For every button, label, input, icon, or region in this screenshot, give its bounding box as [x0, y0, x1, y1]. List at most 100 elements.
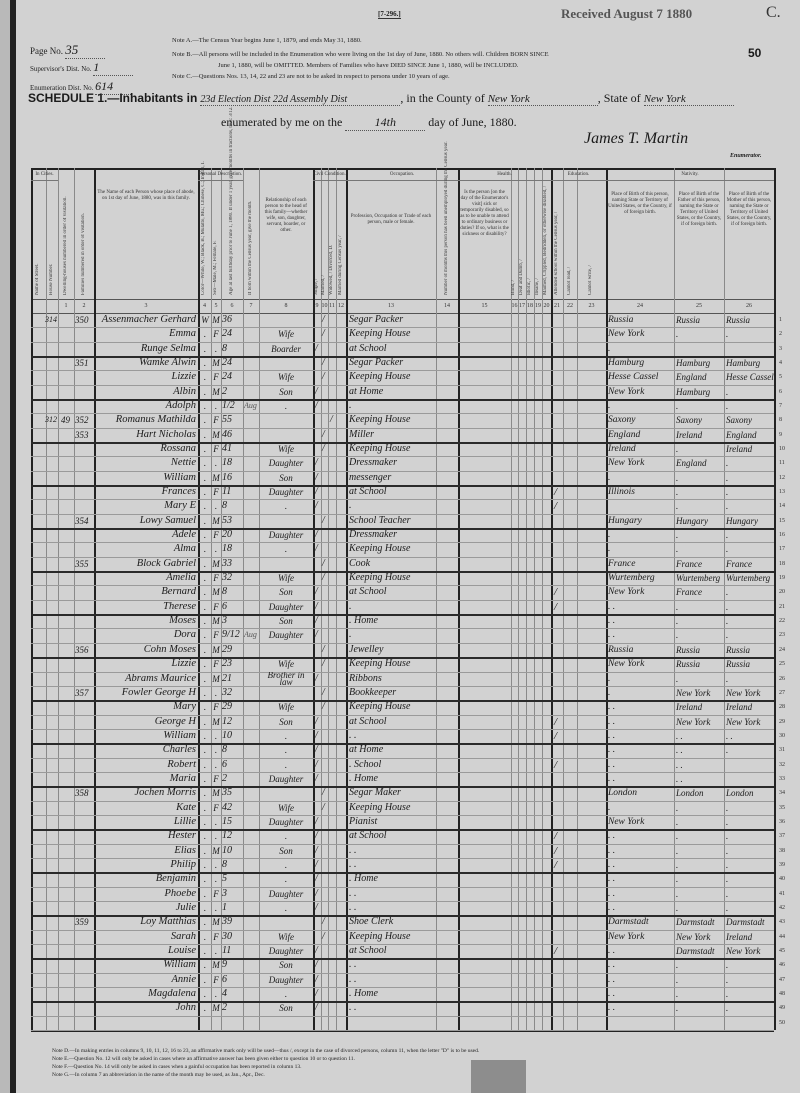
person-name: Nettie	[170, 457, 196, 469]
sex-value: M	[212, 315, 220, 325]
attended-school-mark: /	[554, 758, 558, 771]
color-value: .	[203, 687, 207, 698]
person-name: John	[175, 1002, 196, 1014]
person-name: Loy Matthias	[140, 916, 196, 928]
column-header-c6: Age at last birthday prior to June 1, 18…	[228, 106, 234, 295]
row-number: 11	[779, 460, 785, 467]
civil-condition-mark-single: /	[315, 844, 318, 856]
row-number: 4	[779, 360, 782, 367]
row-rule	[31, 456, 774, 458]
page-label: Page No.	[30, 46, 63, 56]
relationship-value: Daughter	[268, 888, 304, 899]
table-bottom-border	[31, 1030, 774, 1032]
sex-value: .	[214, 816, 218, 827]
birthplace-value: France	[608, 558, 636, 569]
civil-condition-mark-single: /	[315, 543, 318, 555]
father-birthplace-value: .	[676, 859, 679, 870]
mother-birthplace-value: Saxony	[726, 415, 752, 426]
color-value: .	[203, 831, 207, 842]
relationship-value: Daughter	[268, 601, 304, 612]
row-rule	[31, 714, 774, 716]
father-birthplace-value: .	[676, 487, 679, 498]
age-value: 8	[222, 858, 227, 870]
group-header-in-cities: In Cities.	[31, 172, 58, 181]
person-name: Romanus Mathilda	[115, 414, 196, 426]
father-birthplace-value: .	[676, 501, 679, 512]
relationship-value: Daughter	[268, 487, 304, 498]
occupation-value: School Teacher	[349, 514, 411, 526]
sex-value: F	[213, 601, 219, 612]
father-birthplace-value: Ireland	[676, 702, 703, 713]
column-rule	[58, 168, 59, 1030]
birthplace-value: . .	[608, 988, 616, 999]
row-number: 6	[779, 388, 782, 395]
row-rule	[31, 1001, 774, 1004]
person-name: Jochen Morris	[134, 787, 196, 799]
father-birthplace-value: .	[676, 874, 679, 885]
sex-value: .	[214, 874, 218, 885]
enum-prefix: enumerated by me on the	[221, 115, 343, 129]
sex-value: F	[213, 415, 219, 426]
census-page: [7-296.] Received August 7 1880 C. 50 Pa…	[10, 0, 800, 1093]
group-header-health: Health.	[458, 172, 551, 181]
birthplace-value: Hamburg	[608, 358, 645, 369]
color-value: .	[203, 845, 207, 856]
family-number: 358	[75, 788, 89, 799]
father-birthplace-value: .	[676, 401, 679, 412]
family-number: 355	[75, 558, 89, 569]
relationship-value: Son	[279, 1003, 293, 1014]
occupation-value: . .	[349, 729, 357, 741]
civil-condition-mark-married: /	[322, 443, 325, 455]
schedule-label: SCHEDULE 1.—Inhabitants in	[28, 91, 198, 105]
column-header-c8: Relationship of each person to the head …	[264, 198, 308, 233]
relationship-value: .	[284, 730, 288, 741]
row-rule	[31, 1030, 774, 1031]
civil-condition-mark-married: /	[322, 643, 325, 655]
row-number: 37	[779, 833, 785, 840]
person-name: Annie	[171, 973, 197, 985]
header-divider	[31, 299, 774, 300]
row-rule	[31, 986, 774, 988]
birthplace-value: .	[608, 673, 611, 684]
row-rule	[31, 843, 774, 845]
column-rule	[542, 168, 543, 1030]
person-name: Bernard	[161, 586, 196, 598]
color-value: .	[203, 329, 207, 340]
sex-value: .	[214, 544, 218, 555]
age-value: 24	[222, 328, 232, 340]
supervisor-value: 1	[93, 60, 134, 76]
person-name: Maria	[169, 772, 196, 784]
person-name: Robert	[167, 758, 196, 770]
column-header-c20: Maimed, Crippled, Bedridden, or otherwis…	[543, 185, 548, 295]
column-header-c15: Is the person [on the day of the Enumera…	[460, 190, 509, 237]
note-f: Note F.—Question No. 14 will only be ask…	[52, 1064, 302, 1070]
occupation-value: at School	[349, 830, 387, 842]
column-header-c10: Married, /	[321, 275, 326, 295]
mother-birthplace-value: .	[726, 472, 729, 483]
civil-condition-mark-married: /	[322, 572, 325, 584]
father-birthplace-value: .	[676, 816, 679, 827]
row-number: 3	[779, 345, 782, 352]
sex-value: M	[212, 429, 220, 440]
occupation-value: . .	[349, 1002, 357, 1014]
row-rule	[31, 384, 774, 386]
sex-value: M	[212, 1003, 220, 1014]
mother-birthplace-value: .	[726, 1003, 729, 1014]
civil-condition-mark-married: /	[322, 930, 325, 942]
sex-value: M	[212, 616, 220, 627]
enum-suffix: day of June, 1880.	[428, 115, 517, 129]
column-number: 21	[554, 303, 560, 309]
row-number: 41	[779, 890, 785, 897]
civil-condition-mark-single: /	[315, 901, 318, 913]
birthplace-value: . .	[608, 773, 616, 784]
father-birthplace-value: Wurtemberg	[676, 573, 721, 584]
civil-condition-mark-widowed: /	[330, 414, 333, 426]
relationship-value: .	[284, 831, 288, 842]
sex-value: .	[214, 730, 218, 741]
row-number: 35	[779, 804, 785, 811]
birthplace-value: .	[608, 343, 611, 354]
attended-school-mark: /	[554, 715, 558, 728]
color-value: .	[203, 558, 207, 569]
color-value: .	[203, 458, 207, 469]
person-name: Louise	[167, 944, 196, 956]
